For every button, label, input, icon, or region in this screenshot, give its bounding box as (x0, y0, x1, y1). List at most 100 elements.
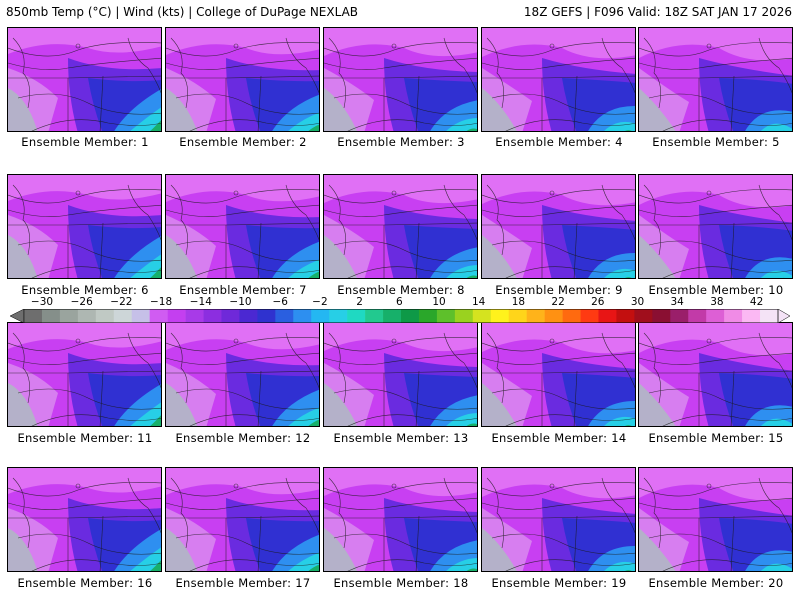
map-svg (8, 468, 161, 571)
ensemble-member-label: Ensemble Member: 15 (648, 431, 784, 445)
ensemble-member-map (165, 467, 320, 572)
colorbar-max-arrow (777, 309, 790, 323)
ensemble-member-map (323, 322, 478, 427)
map-svg (639, 468, 792, 571)
ensemble-member-map (481, 467, 636, 572)
run-valid-time: 18Z GEFS | F096 Valid: 18Z SAT JAN 17 20… (523, 5, 792, 19)
ensemble-member-label: Ensemble Member: 14 (491, 431, 627, 445)
ensemble-member-label: Ensemble Member: 16 (17, 576, 153, 590)
map-svg (482, 468, 635, 571)
colorbar-tick-label: −22 (110, 296, 133, 308)
ensemble-member-map (323, 467, 478, 572)
colorbar-swatch (580, 309, 599, 323)
colorbar-swatch (293, 309, 312, 323)
colorbar-swatch (526, 309, 545, 323)
colorbar-swatch (401, 309, 420, 323)
ensemble-member-label: Ensemble Member: 9 (495, 283, 623, 297)
colorbar-tick-label: −26 (70, 296, 93, 308)
colorbar-tick-label: 34 (670, 296, 684, 308)
colorbar-swatch (221, 309, 240, 323)
colorbar-swatch (167, 309, 186, 323)
map-svg (324, 28, 477, 131)
colorbar-tick-label: −10 (229, 296, 252, 308)
colorbar-swatch (544, 309, 563, 323)
ensemble-member-map (638, 174, 793, 279)
ensemble-member-map (165, 27, 320, 132)
ensemble-member-map (638, 27, 793, 132)
colorbar-swatch (329, 309, 348, 323)
ensemble-member-label: Ensemble Member: 17 (175, 576, 311, 590)
colorbar-swatch (131, 309, 150, 323)
ensemble-member-map (638, 467, 793, 572)
map-svg (482, 323, 635, 426)
ensemble-member-map (7, 322, 162, 427)
colorbar-swatch (436, 309, 456, 323)
colorbar-swatch (59, 309, 79, 323)
colorbar-swatch (113, 309, 133, 323)
colorbar-swatch (383, 309, 402, 323)
colorbar-swatch (41, 309, 61, 323)
ensemble-member-map (481, 174, 636, 279)
colorbar-swatch (77, 309, 97, 323)
colorbar-swatch (724, 309, 743, 323)
map-svg (166, 175, 319, 278)
colorbar-tick-label: 18 (511, 296, 526, 308)
colorbar-swatch (598, 309, 617, 323)
colorbar-tick-label: 30 (630, 296, 645, 308)
colorbar-tick-label: −14 (189, 296, 212, 308)
colorbar-tick-label: 10 (432, 296, 446, 308)
colorbar-tick-label: 6 (395, 296, 403, 308)
ensemble-member-label: Ensemble Member: 12 (175, 431, 311, 445)
map-svg (8, 175, 161, 278)
ensemble-member-label: Ensemble Member: 10 (648, 283, 784, 297)
ensemble-member-label: Ensemble Member: 1 (21, 135, 149, 149)
ensemble-member-map (481, 27, 636, 132)
ensemble-member-map (638, 322, 793, 427)
colorbar-swatch (203, 309, 222, 323)
ensemble-member-label: Ensemble Member: 18 (333, 576, 469, 590)
colorbar-swatch (706, 309, 725, 323)
colorbar-swatch (418, 309, 438, 323)
map-svg (482, 28, 635, 131)
ensemble-member-map (165, 322, 320, 427)
ensemble-member-label: Ensemble Member: 8 (337, 283, 465, 297)
colorbar-swatch (149, 309, 168, 323)
colorbar-swatch (490, 309, 510, 323)
ensemble-member-label: Ensemble Member: 13 (333, 431, 469, 445)
colorbar-swatch (616, 309, 635, 323)
colorbar-tick-label: −30 (30, 296, 54, 308)
map-svg (324, 323, 477, 426)
ensemble-member-label: Ensemble Member: 11 (17, 431, 153, 445)
colorbar-tick-label: 26 (591, 296, 605, 308)
colorbar-swatch (275, 309, 294, 323)
chart-title: 850mb Temp (°C) | Wind (kts) | College o… (6, 5, 359, 19)
colorbar-tick-label: 14 (472, 296, 486, 308)
ensemble-member-map (323, 174, 478, 279)
colorbar-tick-label: 2 (356, 296, 363, 308)
colorbar-border (23, 309, 779, 323)
ensemble-member-map (165, 174, 320, 279)
colorbar-swatch (562, 309, 581, 323)
colorbar-swatch (24, 309, 43, 323)
colorbar-swatch (652, 309, 671, 323)
colorbar-swatch (634, 309, 653, 323)
colorbar-swatch (257, 309, 276, 323)
colorbar-swatch (185, 309, 204, 323)
colorbar-swatch (239, 309, 258, 323)
ensemble-member-label: Ensemble Member: 3 (337, 135, 465, 149)
colorbar-swatch (508, 309, 527, 323)
map-svg (324, 175, 477, 278)
ensemble-member-map (7, 27, 162, 132)
colorbar-min-arrow (10, 309, 25, 323)
colorbar-swatch (365, 309, 384, 323)
ensemble-member-label: Ensemble Member: 5 (652, 135, 780, 149)
map-svg (166, 468, 319, 571)
colorbar-swatch (454, 309, 474, 323)
colorbar-swatch (311, 309, 330, 323)
ensemble-member-map (481, 322, 636, 427)
ensemble-member-label: Ensemble Member: 20 (648, 576, 784, 590)
colorbar-swatch (95, 309, 115, 323)
map-svg (8, 323, 161, 426)
ensemble-member-map (7, 174, 162, 279)
map-svg (8, 28, 161, 131)
